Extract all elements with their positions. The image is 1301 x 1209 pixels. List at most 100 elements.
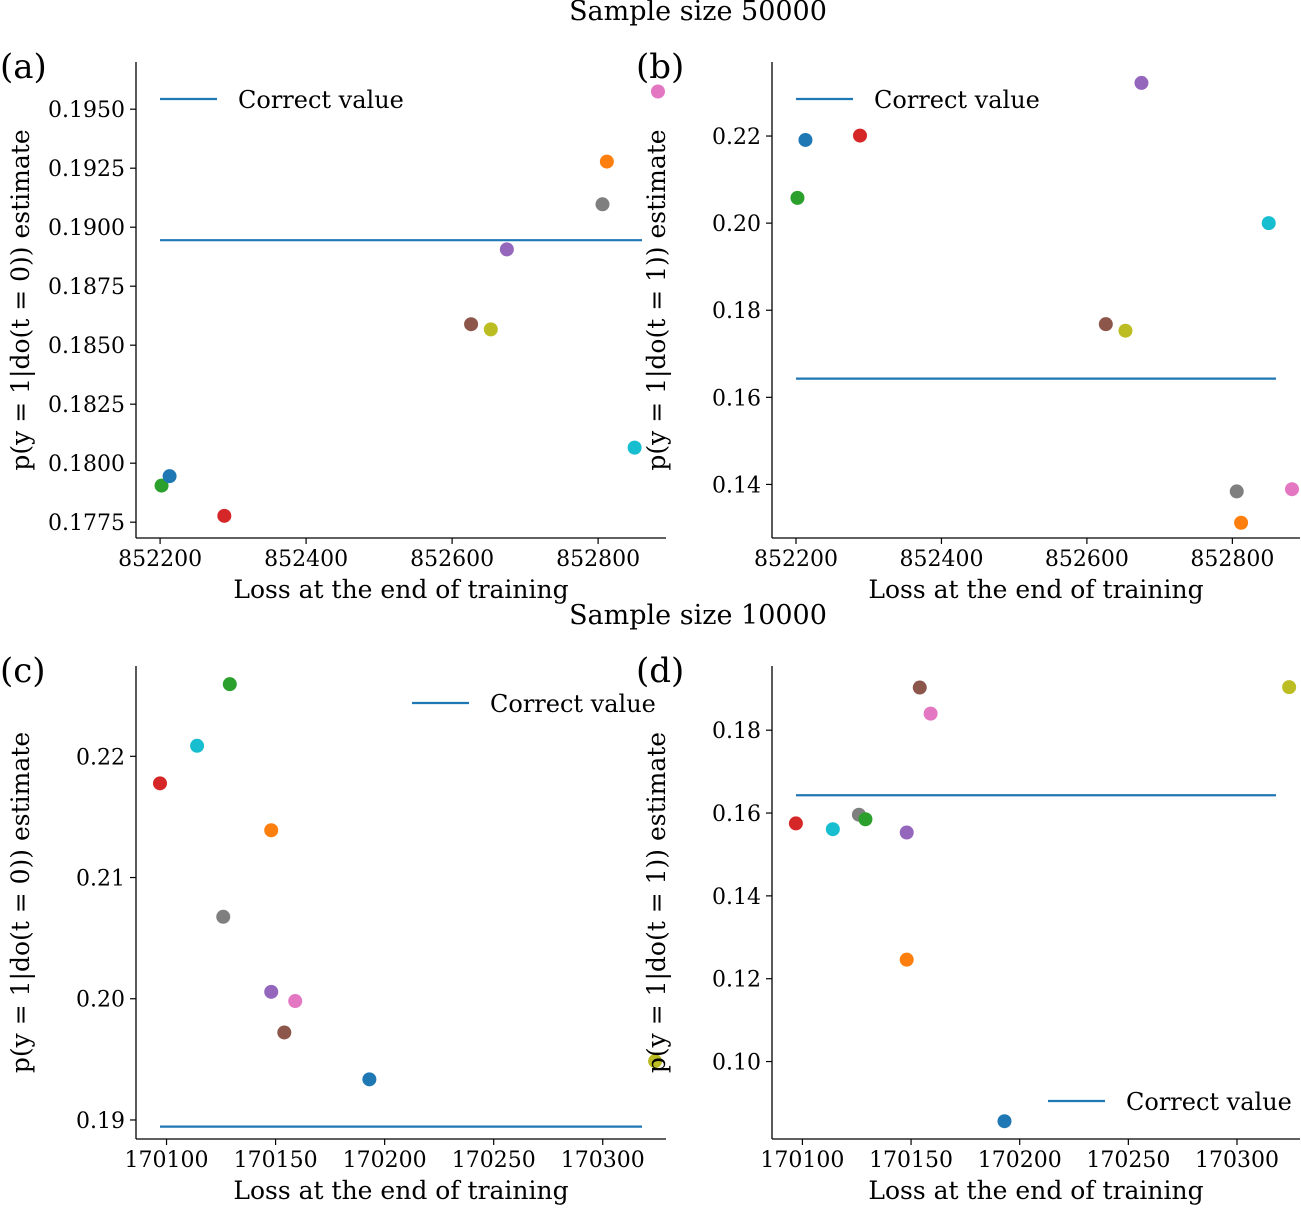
data-point	[899, 952, 914, 967]
panels: 852200 852400 852600 852800 0.1775 0.1800 0.18…	[0, 47, 1300, 1205]
data-point	[222, 677, 237, 692]
y-tick-label: 0.20	[76, 988, 125, 1013]
panel-0: 852200 852400 852600 852800 0.1775 0.1800 0.18…	[0, 47, 666, 604]
y-tick-label: 0.1875	[48, 275, 125, 300]
y-tick-label: 0.18	[712, 719, 761, 744]
panel-label: (a)	[0, 47, 47, 87]
data-point	[190, 738, 205, 753]
legend-label: Correct value	[874, 86, 1040, 114]
x-axis-label: Loss at the end of training	[868, 1176, 1203, 1205]
data-point	[1098, 317, 1113, 332]
data-point	[923, 706, 938, 721]
x-tick-label: 170250	[1086, 1148, 1170, 1173]
y-tick-label: 0.1950	[48, 98, 125, 123]
x-tick-label: 170150	[234, 1148, 318, 1173]
data-point	[362, 1072, 377, 1087]
y-tick-label: 0.21	[76, 867, 125, 892]
y-tick-label: 0.12	[712, 968, 761, 993]
y-tick-label: 0.1825	[48, 393, 125, 418]
data-point	[1282, 680, 1297, 695]
x-tick-label: 852600	[1045, 547, 1129, 572]
data-point	[912, 680, 927, 695]
x-tick-label: 170300	[561, 1148, 645, 1173]
data-point	[217, 508, 232, 523]
y-axis-label: p(y = 1|do(t = 0)) estimate	[6, 129, 36, 470]
data-point	[997, 1114, 1012, 1129]
x-tick-label: 170200	[978, 1148, 1062, 1173]
y-tick-label: 0.22	[76, 745, 125, 770]
x-axis-label: Loss at the end of training	[233, 575, 568, 604]
data-point	[1261, 216, 1276, 231]
y-tick-label: 0.20	[712, 212, 761, 237]
data-point	[1134, 75, 1149, 90]
data-point	[277, 1025, 292, 1040]
y-tick-label: 0.1775	[48, 511, 125, 536]
data-point	[899, 825, 914, 840]
y-tick-label: 0.14	[712, 473, 761, 498]
data-point	[216, 909, 231, 924]
y-axis-label: p(y = 1|do(t = 0)) estimate	[6, 732, 36, 1073]
legend-label: Correct value	[490, 690, 656, 718]
x-axis-label: Loss at the end of training	[868, 575, 1203, 604]
data-point	[464, 317, 479, 332]
legend-label: Correct value	[238, 86, 404, 114]
x-tick-label: 170150	[869, 1148, 953, 1173]
data-point	[599, 154, 614, 169]
y-tick-label: 0.22	[712, 125, 761, 150]
data-point	[1285, 482, 1299, 497]
y-tick-label: 0.16	[712, 386, 761, 411]
x-tick-label: 170300	[1195, 1148, 1279, 1173]
data-point	[853, 128, 867, 143]
data-point	[858, 812, 873, 827]
y-axis-label: p(y = 1|do(t = 1)) estimate	[642, 732, 672, 1073]
x-tick-label: 852400	[264, 547, 348, 572]
y-tick-label: 0.19	[76, 1109, 125, 1134]
legend-label: Correct value	[1126, 1088, 1292, 1116]
x-axis-label: Loss at the end of training	[233, 1176, 568, 1205]
x-tick-label: 852400	[899, 547, 983, 572]
data-point	[1234, 515, 1249, 530]
panel-1: 852200 852400 852600 852800 0.14 0.16 0.18 0.20…	[636, 47, 1300, 604]
y-tick-label: 0.10	[712, 1051, 761, 1076]
data-point	[790, 190, 805, 205]
data-point	[788, 816, 803, 831]
panel-label: (c)	[0, 651, 46, 691]
data-point	[648, 1054, 663, 1069]
data-point	[825, 822, 840, 837]
suptitle-bottom: Sample size 10000	[569, 600, 827, 631]
panel-label: (b)	[636, 47, 684, 87]
x-tick-label: 852200	[118, 547, 202, 572]
y-tick-label: 0.1925	[48, 157, 125, 182]
data-point	[1229, 484, 1244, 499]
data-point	[154, 478, 169, 493]
data-point	[152, 776, 167, 791]
y-tick-label: 0.18	[712, 299, 761, 324]
y-tick-label: 0.1850	[48, 334, 125, 359]
panel-label: (d)	[636, 651, 684, 691]
data-point	[499, 242, 514, 257]
data-point	[595, 197, 610, 212]
data-point	[1118, 323, 1133, 338]
data-point	[288, 994, 303, 1009]
data-point	[264, 984, 279, 999]
x-tick-label: 852600	[410, 547, 494, 572]
y-tick-label: 0.1900	[48, 216, 125, 241]
y-tick-label: 0.14	[712, 885, 761, 910]
data-point	[650, 84, 665, 99]
panel-3: 170100 170150 170200 170250 170300 0.10 0.12 0.…	[636, 651, 1300, 1205]
y-tick-label: 0.16	[712, 802, 761, 827]
x-tick-label: 170250	[452, 1148, 536, 1173]
data-point	[264, 823, 279, 838]
panel-2: 170100 170150 170200 170250 170300 0.19 0.20 0.…	[0, 651, 666, 1205]
x-tick-label: 852800	[1190, 547, 1274, 572]
data-point	[798, 132, 813, 147]
suptitle-top: Sample size 50000	[569, 0, 827, 27]
data-point	[627, 440, 642, 455]
x-tick-label: 170200	[343, 1148, 427, 1173]
data-point	[162, 469, 177, 484]
x-tick-label: 170100	[125, 1148, 209, 1173]
y-axis-label: p(y = 1|do(t = 1)) estimate	[642, 129, 672, 470]
y-tick-label: 0.1800	[48, 452, 125, 477]
data-point	[483, 322, 498, 337]
